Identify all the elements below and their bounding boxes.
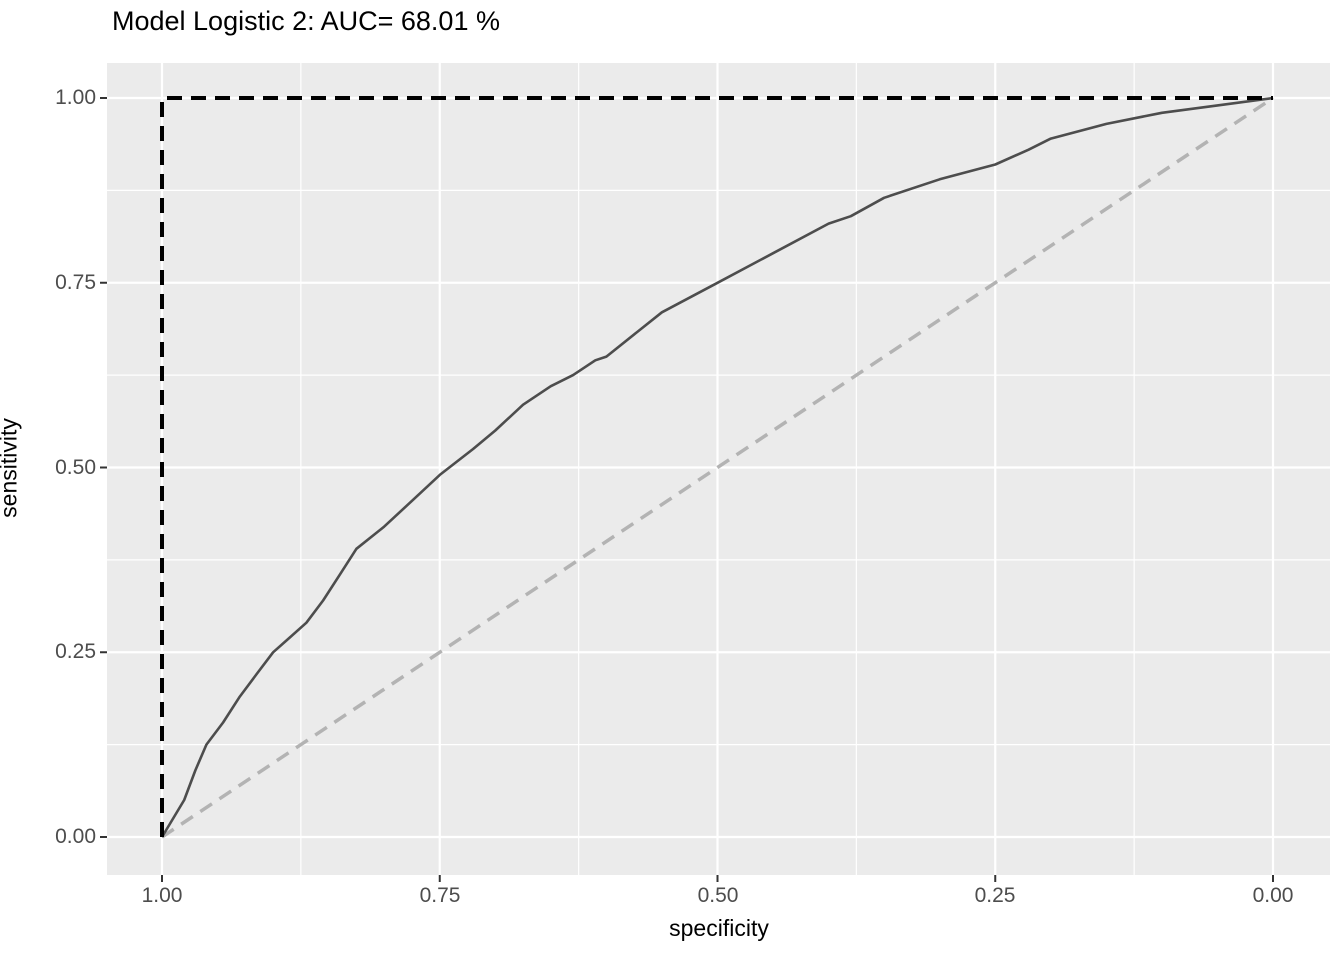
x-axis-title-text: specificity xyxy=(669,915,769,941)
plot-panel xyxy=(100,63,1330,882)
y-tick-label-0: 1.00 xyxy=(55,86,96,109)
chance-diagonal xyxy=(161,96,1274,839)
y-tick-label-1: 0.75 xyxy=(55,271,96,294)
x-tick-label-4: 0.00 xyxy=(1252,884,1294,907)
roc-curve xyxy=(160,96,1274,838)
y-tick-label-3: 0.25 xyxy=(55,640,96,663)
x-axis-title: specificity xyxy=(0,915,1344,942)
y-tick-label-2: 0.50 xyxy=(55,456,96,479)
x-tick-label-3: 0.25 xyxy=(974,884,1016,907)
x-tick-label-0: 1.00 xyxy=(141,884,183,907)
x-tick-label-1: 0.75 xyxy=(419,884,461,907)
roc-chart-svg xyxy=(100,63,1330,882)
y-tick-label-4: 0.00 xyxy=(55,825,96,848)
ideal-line xyxy=(160,96,1273,837)
y-axis-title-text: sensitivity xyxy=(0,418,22,518)
plot-title: Model Logistic 2: AUC= 68.01 % xyxy=(112,6,500,36)
y-axis-title: sensitivity xyxy=(0,418,23,518)
x-tick-label-2: 0.50 xyxy=(697,884,739,907)
